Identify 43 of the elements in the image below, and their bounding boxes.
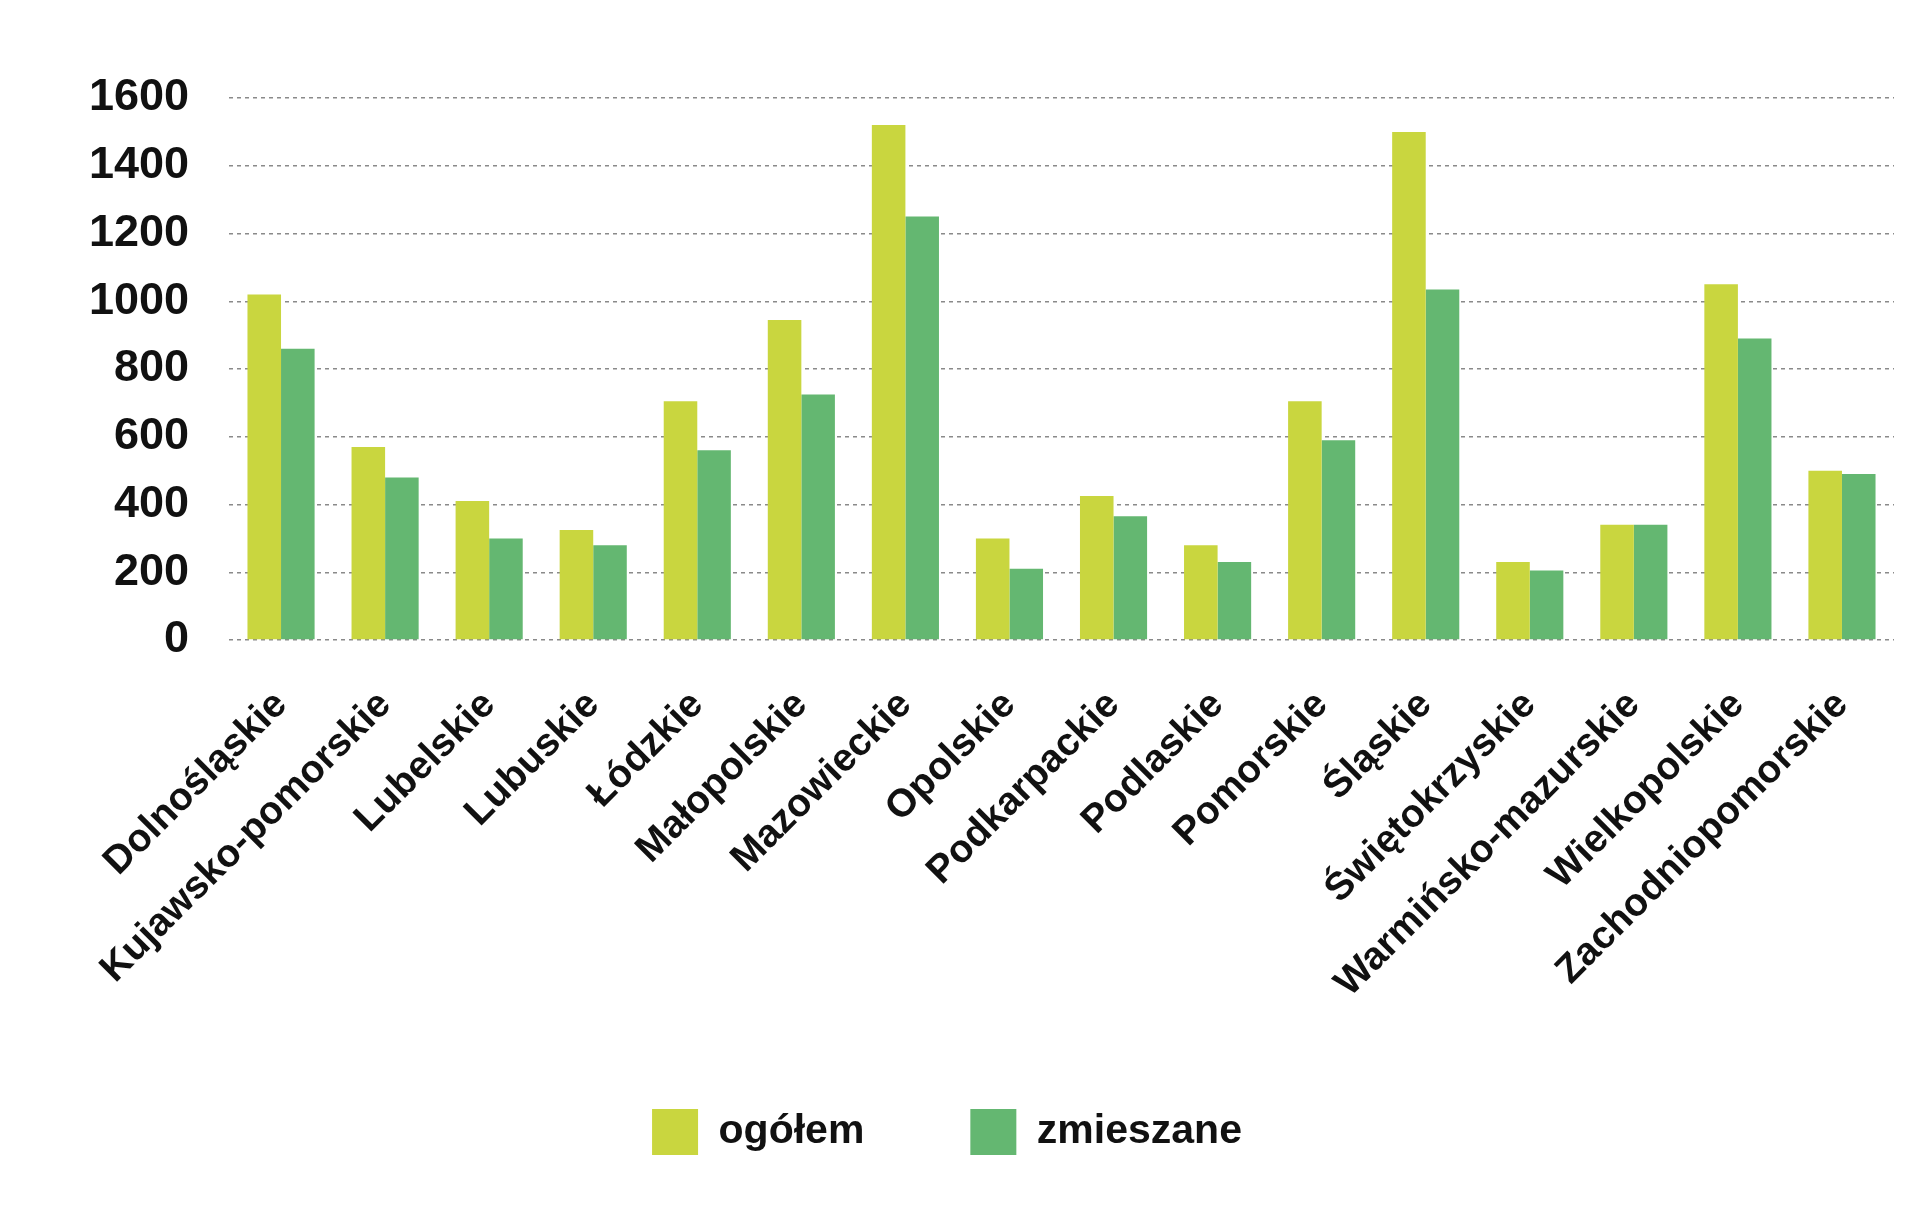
y-tick-label: 600 [113, 408, 189, 460]
bar [455, 501, 490, 640]
bar [1113, 516, 1148, 640]
y-tick-label: 1000 [88, 272, 189, 324]
y-tick-label: 200 [113, 543, 189, 595]
bar [385, 477, 419, 640]
bar [1633, 524, 1668, 640]
bar [1808, 470, 1842, 640]
legend-label: zmieszane [1036, 1106, 1242, 1153]
bar [281, 348, 315, 640]
bar [247, 294, 282, 640]
bar [1217, 562, 1252, 640]
bar [1841, 474, 1876, 640]
bar [697, 450, 731, 640]
y-tick-label: 1600 [88, 69, 189, 121]
bar [1009, 568, 1044, 640]
bar [559, 529, 594, 640]
bar [1321, 440, 1356, 640]
bar [593, 545, 627, 640]
bar [1496, 562, 1530, 640]
y-tick-label: 400 [113, 475, 189, 527]
legend-label: ogółem [718, 1106, 865, 1153]
y-tick-label: 800 [113, 340, 189, 392]
bar [1392, 131, 1426, 640]
bar [1288, 401, 1322, 640]
bar [1704, 284, 1738, 640]
bar [767, 319, 802, 640]
bar [1737, 338, 1772, 640]
bar [1184, 545, 1218, 640]
bar [351, 446, 386, 640]
y-tick-label: 1400 [88, 137, 189, 189]
bar [975, 538, 1010, 640]
bar [1600, 524, 1634, 640]
bar [1425, 289, 1460, 640]
y-tick-label: 1200 [88, 204, 189, 256]
bar [871, 125, 906, 640]
bar [1529, 570, 1564, 640]
bar [1079, 496, 1114, 640]
bar [801, 394, 835, 640]
bar [489, 538, 523, 640]
y-tick-label: 0 [163, 611, 189, 663]
bar [905, 216, 939, 640]
bar [663, 401, 698, 640]
